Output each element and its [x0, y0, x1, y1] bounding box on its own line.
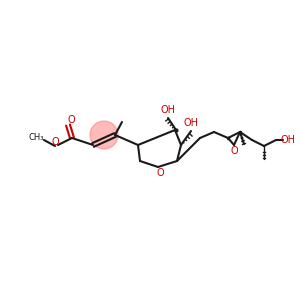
Circle shape	[90, 121, 118, 149]
Text: O: O	[156, 168, 164, 178]
Text: OH: OH	[184, 118, 199, 128]
Text: O: O	[67, 115, 75, 125]
Text: O: O	[230, 146, 238, 156]
Text: O: O	[51, 137, 59, 147]
Text: OH: OH	[280, 135, 296, 145]
Text: CH₃: CH₃	[28, 134, 44, 142]
Text: OH: OH	[160, 105, 175, 115]
